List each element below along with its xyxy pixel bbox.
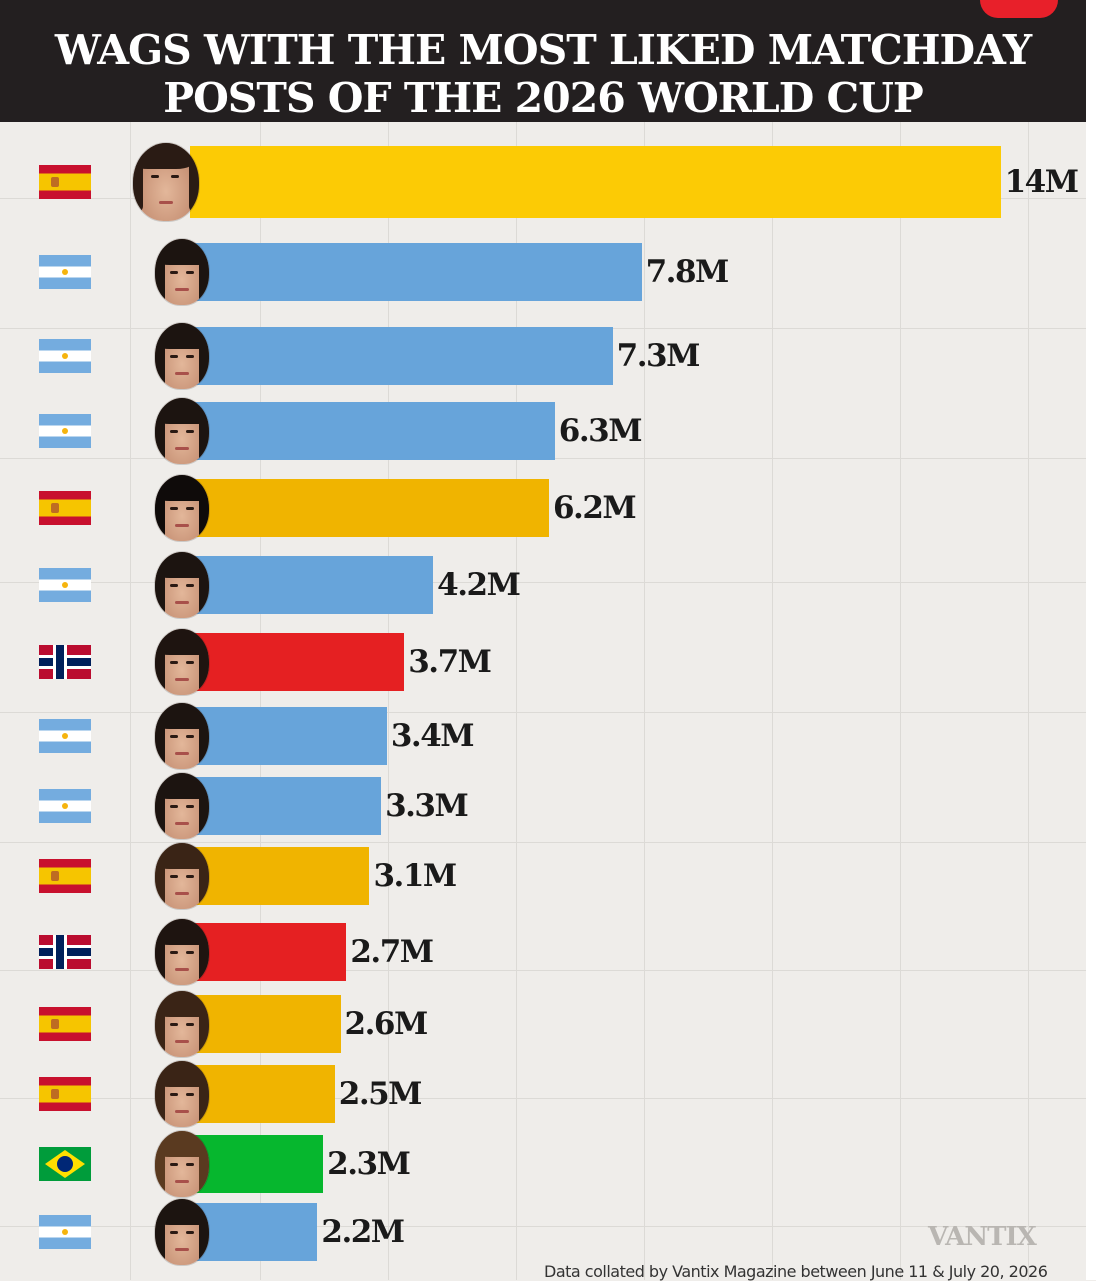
value-label: 3.1M — [373, 858, 457, 894]
bar-14 — [190, 1135, 324, 1193]
grid-line-vertical — [644, 122, 645, 1280]
grid-line-vertical — [1028, 122, 1029, 1280]
grid-line-vertical — [900, 122, 901, 1280]
grid-line-vertical — [130, 122, 131, 1280]
header-banner: WAGS WITH THE MOST LIKED MATCHDAY POSTS … — [0, 0, 1086, 122]
profile-avatar-icon — [155, 239, 209, 305]
profile-avatar-icon — [155, 703, 209, 769]
grid-line-vertical — [772, 122, 773, 1280]
bar-3 — [190, 327, 613, 385]
bar-11 — [190, 923, 347, 981]
source-note: Data collated by Vantix Magazine between… — [544, 1262, 1048, 1281]
argentina-flag-icon — [39, 339, 91, 373]
grid-line-horizontal — [0, 842, 1086, 843]
bar-chart: 14M 7.8M 7.3M 6.3M 6.2M 4.2M 3.7M 3.4M 3.3M 3.1M 2… — [0, 122, 1086, 1280]
grid-line-horizontal — [0, 1226, 1086, 1227]
bar-5 — [190, 479, 549, 537]
value-label: 2.6M — [344, 1006, 429, 1042]
spain-flag-icon — [39, 165, 91, 199]
argentina-flag-icon — [39, 414, 91, 448]
bar-13 — [190, 1065, 335, 1123]
grid-line-horizontal — [0, 1098, 1086, 1099]
bar-2 — [190, 243, 642, 301]
value-label: 2.2M — [321, 1214, 405, 1250]
profile-avatar-icon — [155, 843, 209, 909]
profile-avatar-icon — [155, 1131, 209, 1197]
spain-flag-icon — [39, 1077, 91, 1111]
value-label: 3.4M — [390, 718, 475, 754]
profile-avatar-icon — [155, 629, 209, 695]
argentina-flag-icon — [39, 789, 91, 823]
value-label: 14M — [1004, 164, 1079, 200]
brand-watermark: VANTIX — [928, 1222, 1037, 1252]
profile-avatar-icon — [155, 1061, 209, 1127]
argentina-flag-icon — [39, 255, 91, 289]
grid-line-vertical — [388, 122, 389, 1280]
grid-line-vertical — [516, 122, 517, 1280]
bar-4 — [190, 402, 555, 460]
bar-15 — [190, 1203, 318, 1261]
norway-flag-icon — [39, 645, 91, 679]
bar-10 — [190, 847, 370, 905]
profile-avatar-icon — [155, 919, 209, 985]
value-label: 7.3M — [616, 338, 701, 374]
value-label: 7.8M — [645, 254, 730, 290]
bar-12 — [190, 995, 341, 1053]
spain-flag-icon — [39, 1007, 91, 1041]
spain-flag-icon — [39, 491, 91, 525]
profile-avatar-icon — [155, 398, 209, 464]
bar-8 — [190, 707, 387, 765]
grid-line-horizontal — [0, 712, 1086, 713]
grid-line-horizontal — [0, 970, 1086, 971]
value-label: 2.5M — [338, 1076, 423, 1112]
argentina-flag-icon — [39, 568, 91, 602]
spain-flag-icon — [39, 859, 91, 893]
chart-title: WAGS WITH THE MOST LIKED MATCHDAY POSTS … — [54, 26, 1032, 122]
value-label: 2.7M — [350, 934, 434, 970]
value-label: 2.3M — [327, 1146, 411, 1182]
norway-flag-icon — [39, 935, 91, 969]
brazil-flag-icon — [39, 1147, 91, 1181]
brand-corner-shape — [980, 0, 1058, 18]
argentina-flag-icon — [39, 719, 91, 753]
grid-line-vertical — [260, 122, 261, 1280]
bar-1 — [190, 146, 1001, 218]
bar-9 — [190, 777, 382, 835]
value-label: 3.7M — [408, 644, 492, 680]
bar-6 — [190, 556, 434, 614]
argentina-flag-icon — [39, 1215, 91, 1249]
profile-avatar-icon — [155, 1199, 209, 1265]
value-label: 3.3M — [385, 788, 469, 824]
profile-avatar-icon — [155, 323, 209, 389]
bar-7 — [190, 633, 405, 691]
value-label: 4.2M — [437, 567, 521, 603]
profile-avatar-icon — [155, 773, 209, 839]
profile-avatar-icon — [155, 552, 209, 618]
value-label: 6.3M — [558, 413, 643, 449]
profile-avatar-icon — [155, 991, 209, 1057]
value-label: 6.2M — [552, 490, 637, 526]
profile-avatar-icon — [155, 475, 209, 541]
grid-line-horizontal — [0, 582, 1086, 583]
page-edge — [1086, 0, 1096, 1280]
profile-avatar-icon — [133, 143, 199, 221]
